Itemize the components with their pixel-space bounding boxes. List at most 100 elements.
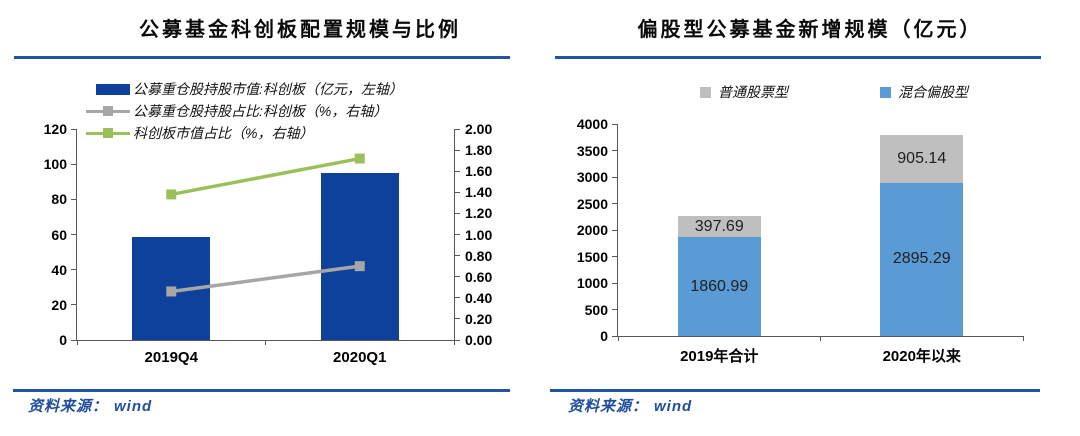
gray-marker-swatch-icon [103,106,113,116]
legend-item-common-stock: 普通股票型 [700,82,788,102]
legend-gray-line-swatch [86,105,130,117]
right-axis-tick [454,318,460,320]
left-source: 资料来源： wind [28,395,152,416]
left-axis-tick-label: 100 [43,156,67,173]
left-axis-tick [71,163,77,165]
right-axis-tick-label: 2.00 [465,121,493,137]
left-axis-tick-label: 20 [51,296,67,313]
legend-item-hybrid-equity: 混合偏股型 [880,82,968,102]
right-axis-tick-label: 1.60 [465,163,493,180]
source-name: wind [654,398,693,415]
x-axis-tick [617,336,619,341]
x-axis-category-label: 2020Q1 [333,349,387,366]
x-axis-tick [820,336,821,341]
right-axis-tick [454,191,460,193]
right-axis-tick [454,234,460,235]
left-chart-title: 公募基金科创板配置规模与比例 [139,19,461,41]
stacked-bar-segment [880,182,964,336]
stacked-bar-segment [880,134,964,183]
legend-label: 混合偏股型 [898,84,968,100]
left-axis-tick [71,234,77,235]
right-axis-tick [454,297,460,299]
left-axis-tick-label: 0 [59,332,67,348]
y-axis-tick [612,309,618,310]
legend-item-gray-line-series: 公募重仓股持股占比:科创板（%，右轴） [86,100,403,122]
bar-value-label: 397.69 [694,217,744,235]
left-axis-tick-label: 60 [51,226,67,243]
square-marker-icon [166,189,177,200]
right-axis-tick-label: 1.80 [465,142,493,159]
left-axis-tick [71,339,77,341]
blue-square-swatch-icon [880,86,891,98]
navy-bar-swatch-icon [96,84,130,95]
left-axis-tick-label: 40 [51,261,67,278]
y-axis-tick-label: 1500 [576,248,608,265]
left-axis-tick [71,128,77,130]
right-source-rule [550,389,1040,392]
y-axis-tick-label: 4000 [576,116,608,132]
y-axis-tick-label: 2500 [576,195,608,212]
legend-label: 普通股票型 [718,84,788,100]
right-axis-tick-label: 1.00 [465,226,493,243]
y-axis-tick [612,203,618,204]
gray-square-swatch-icon [700,86,711,98]
y-axis-tick [612,176,618,178]
right-axis-tick-label: 0.60 [465,268,493,285]
bar-value-label: 1860.99 [690,277,749,295]
right-axis-tick-label: 0.20 [465,310,493,327]
x-axis-tick [453,340,455,345]
y-axis-tick [612,256,618,257]
trend-lines-layer [166,153,365,297]
right-axis-tick-label: 0.80 [465,247,493,264]
x-axis-tick [1022,336,1024,341]
market-value-bar [320,172,399,340]
left-axis-tick [71,269,77,271]
left-chart-plot: 0 20 40 60 80 100 120 0.00 0.20 0.40 0.60 0.80 1.00 1… [44,121,493,366]
right-chart-panel: 偏股型公募基金新增规模（亿元） 普通股票型 混合偏股型 0 500 1000 1500… [540,0,1080,436]
right-chart-title: 偏股型公募基金新增规模（亿元） [637,19,983,41]
square-marker-icon [166,286,177,297]
y-axis-tick-label: 1000 [576,275,608,291]
x-axis-category-label: 2019年合计 [680,348,759,365]
right-source: 资料来源： wind [568,395,692,416]
source-prefix: 资料来源： [28,398,109,415]
x-axis-category-label: 2020年以来 [882,348,961,365]
legend-label: 公募重仓股持股市值:科创板（亿元，左轴） [133,81,403,97]
x-axis-tick [76,340,78,345]
y-axis-tick-label: 3000 [576,169,608,185]
left-chart-legend: 公募重仓股持股市值:科创板（亿元，左轴） 公募重仓股持股占比:科创板（%，右轴）… [86,78,403,144]
stacked-bar-segment [677,237,761,336]
right-axis-tick-label: 0.40 [465,289,493,306]
y-axis-tick [612,150,618,151]
x-axis-category-label: 2019Q4 [144,349,198,366]
y-axis-tick-label: 2000 [576,222,608,238]
x-axis-tick [265,340,266,345]
right-axis-tick [454,149,460,151]
right-axis-tick [454,339,460,341]
left-source-rule [13,389,510,392]
legend-item-bar-series: 公募重仓股持股市值:科创板（亿元，左轴） [86,78,403,100]
square-marker-icon [354,153,365,164]
bar-value-label: 905.14 [897,149,947,167]
right-chart-plot: 0 500 1000 1500 2000 2500 3000 3500 4000 2019年合计 2… [577,116,1024,365]
right-axis-tick-label: 1.40 [465,184,493,201]
stacked-bar-segment [677,216,761,238]
y-axis-tick [612,123,618,125]
left-axis-tick [71,198,77,200]
bar-value-label: 2895.29 [892,250,951,268]
green-marker-swatch-icon [103,128,113,138]
y-axis-tick-label: 500 [584,301,608,318]
legend-item-green-line-series: 科创板市值占比（%，右轴） [86,122,403,144]
y-axis-tick [612,229,618,231]
green-trend-line [170,156,361,197]
y-axis-tick [612,282,618,284]
legend-label: 科创板市值占比（%，右轴） [133,125,314,141]
left-title-rule [14,56,510,59]
legend-green-line-swatch [86,127,130,139]
right-axis-tick [454,170,460,172]
source-prefix: 资料来源： [568,398,649,415]
left-axis-tick-label: 120 [43,121,67,137]
y-axis-tick-label: 3500 [576,142,608,159]
right-axis-tick [454,212,460,214]
left-axis-tick-label: 80 [51,191,67,208]
